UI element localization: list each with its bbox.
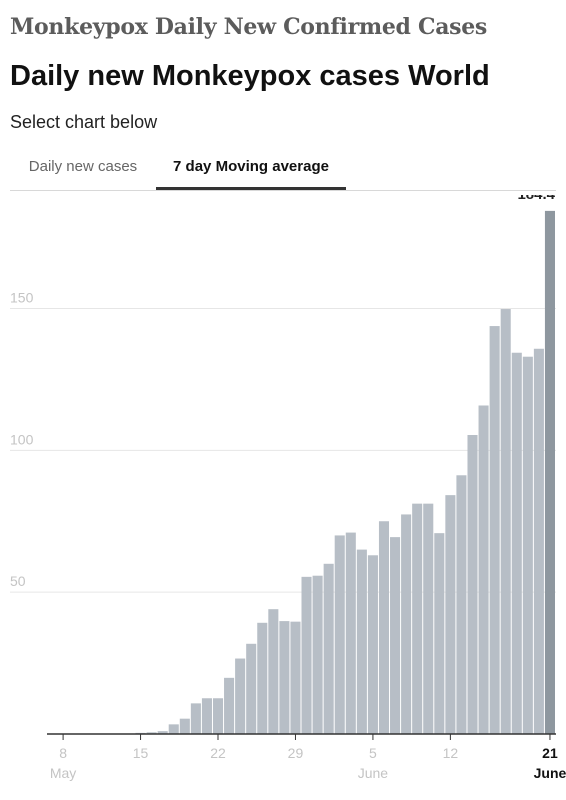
bar — [268, 609, 279, 734]
chart-title: Daily new Monkeypox cases World — [10, 60, 490, 92]
x-tick-label: 12 — [443, 745, 459, 761]
bar — [367, 555, 378, 734]
tab-7-day-moving-average[interactable]: 7 day Moving average — [156, 145, 346, 190]
tab-daily-new-cases[interactable]: Daily new cases — [28, 158, 138, 175]
data-label: 184.4 — [517, 195, 555, 203]
bar — [378, 521, 390, 734]
bar — [356, 549, 367, 734]
bar — [257, 622, 268, 734]
bar — [401, 514, 412, 734]
x-tick-label: 22 — [210, 745, 226, 761]
bar — [467, 434, 478, 734]
x-tick-label: 29 — [288, 745, 304, 761]
bar — [522, 356, 533, 734]
y-tick-label: 100 — [10, 431, 34, 447]
bar — [168, 724, 179, 734]
bar — [544, 210, 555, 734]
bar — [456, 475, 467, 734]
x-tick-label: 15 — [133, 745, 149, 761]
y-tick-label: 150 — [10, 289, 34, 305]
bar — [212, 698, 224, 734]
bar-chart: 50 100 150 184.4 8 May 15 22 29 5 June 12 21 June — [10, 195, 566, 781]
bar — [201, 698, 212, 734]
x-tick-label: 5 — [369, 745, 377, 761]
bar — [445, 495, 456, 734]
x-tick-label: 8 — [59, 745, 67, 761]
bar — [334, 535, 345, 734]
bar — [146, 732, 157, 734]
bar — [423, 503, 434, 734]
x-tick-label: 21 — [542, 745, 558, 761]
x-tick-sublabel: May — [50, 765, 76, 781]
bar — [279, 621, 290, 734]
bar — [412, 503, 423, 734]
bar — [323, 563, 334, 734]
bar — [312, 575, 323, 734]
bar — [235, 658, 246, 734]
bar — [157, 731, 168, 734]
bar — [390, 537, 401, 734]
chart-subtitle: Select chart below — [10, 112, 158, 132]
bar — [489, 326, 500, 734]
bar — [500, 309, 511, 734]
chart-tabs: Daily new cases 7 day Moving average — [10, 145, 556, 191]
x-tick-sublabel: June — [358, 765, 389, 781]
page-heading: Monkeypox Daily New Confirmed Cases — [10, 14, 488, 40]
bar — [246, 643, 257, 734]
y-tick-label: 50 — [10, 573, 26, 589]
bar — [179, 718, 190, 734]
bar — [478, 405, 489, 734]
bar — [511, 352, 522, 734]
bar — [434, 533, 445, 734]
bar — [290, 621, 301, 734]
bar — [301, 576, 312, 734]
bar — [533, 348, 544, 734]
bar — [190, 703, 201, 734]
x-tick-sublabel: June — [534, 765, 566, 781]
bar — [224, 677, 235, 734]
bar — [345, 532, 356, 734]
